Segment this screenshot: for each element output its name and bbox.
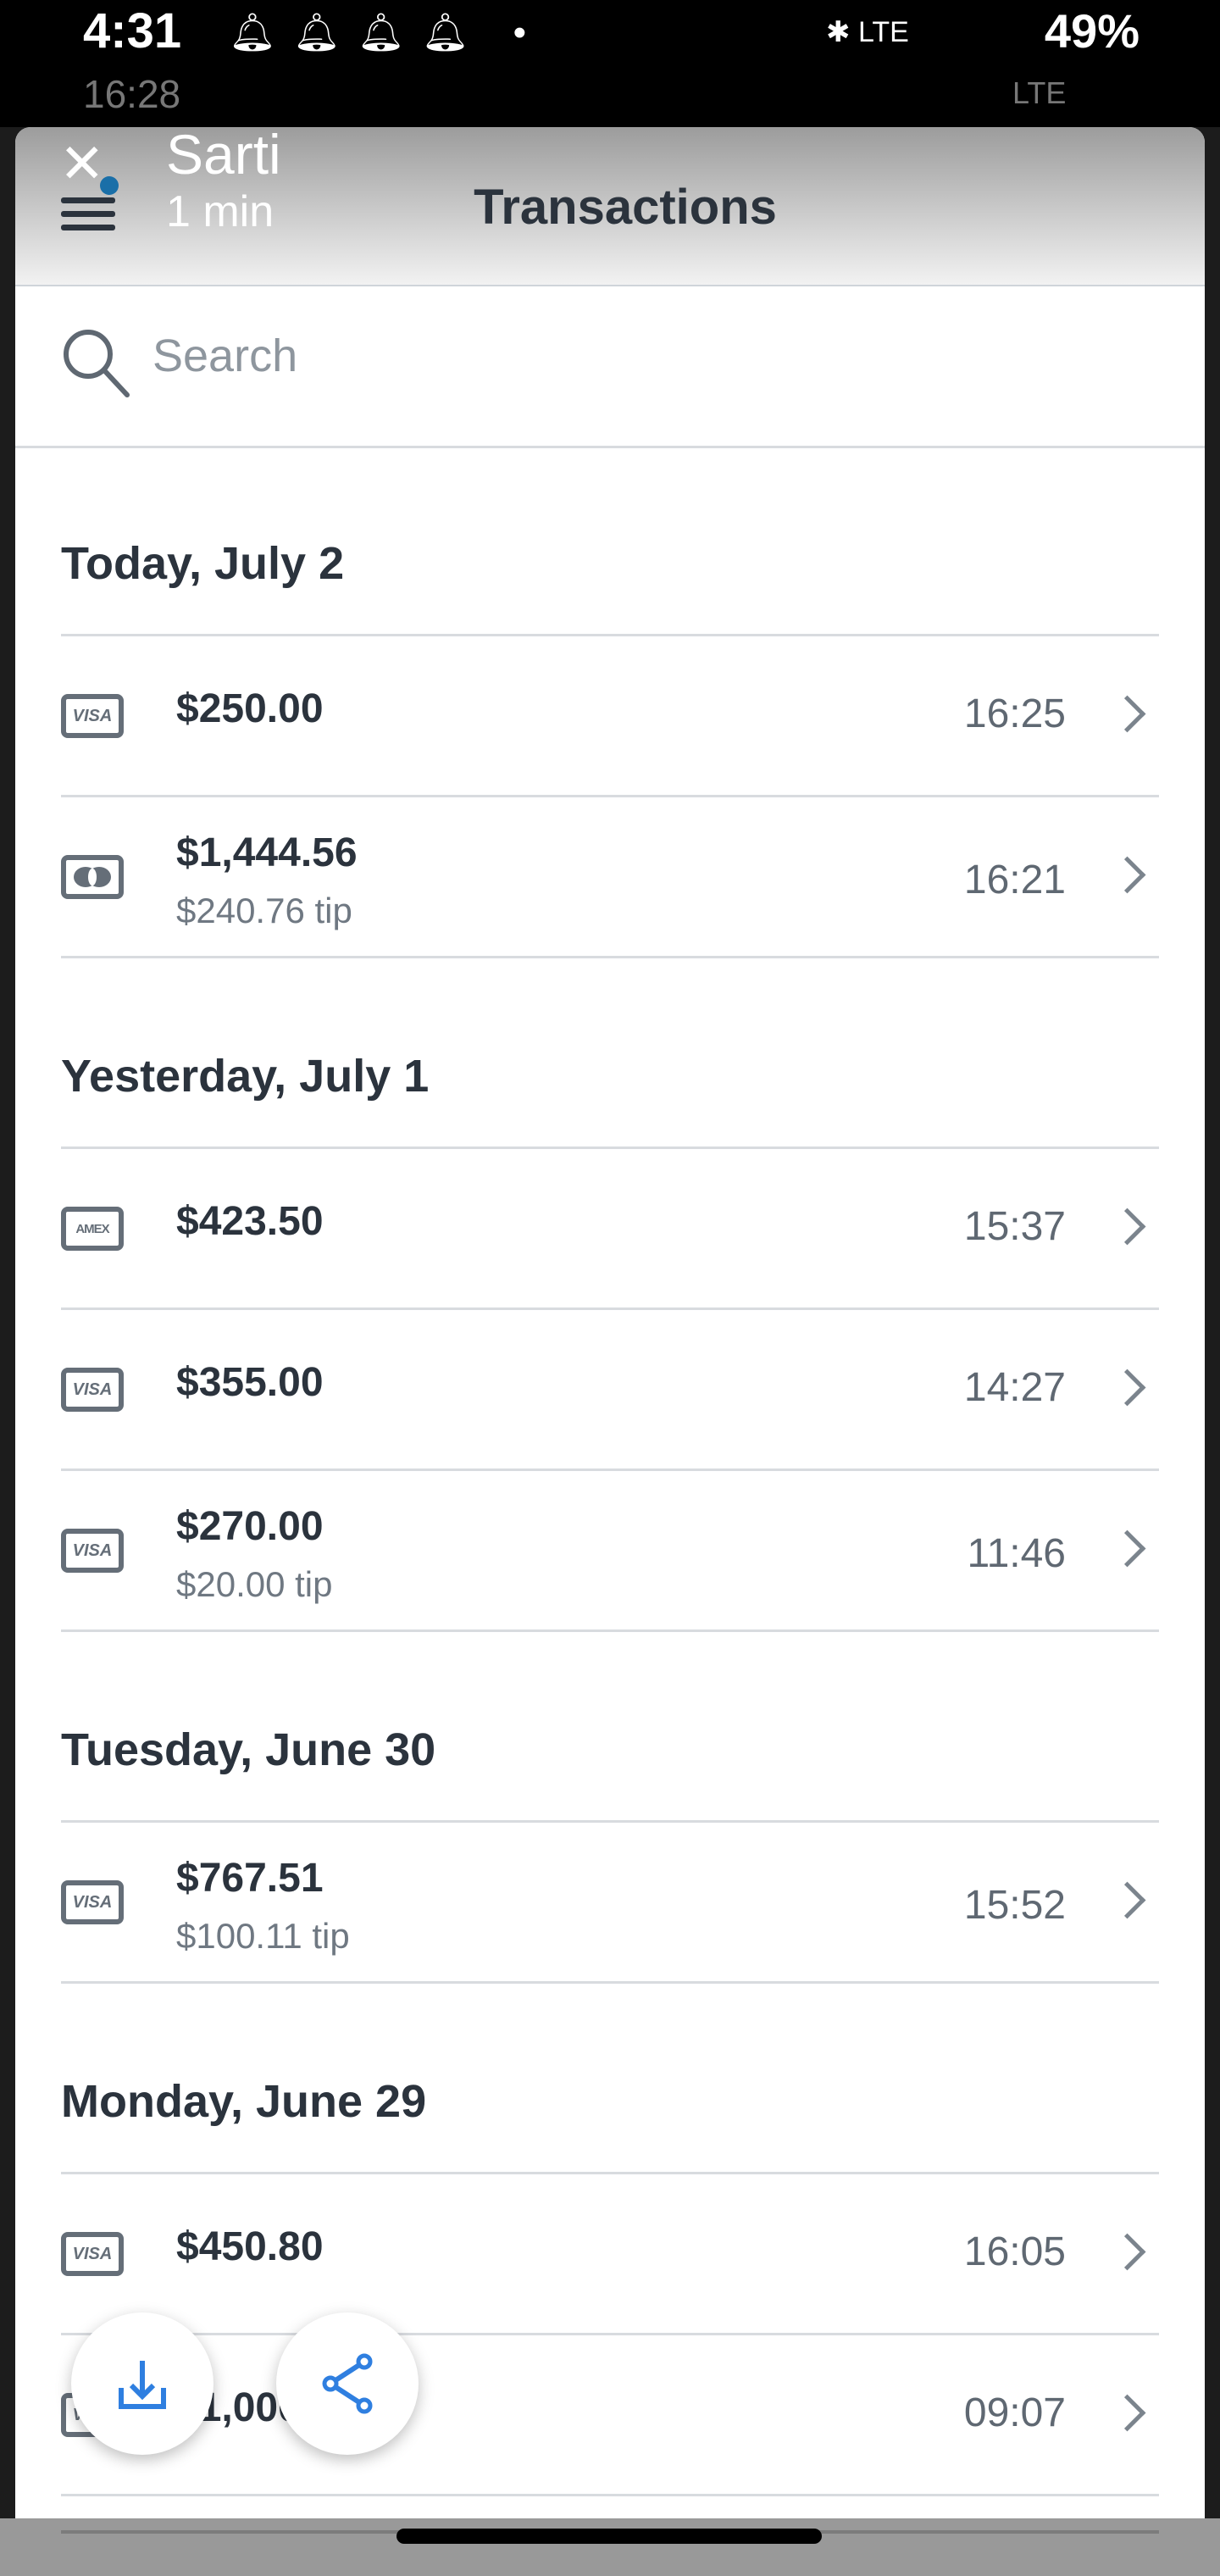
notification-dot bbox=[100, 176, 119, 195]
chat-bubble-name[interactable]: Sarti bbox=[166, 127, 281, 186]
transaction-row[interactable]: VISA $355.00 14:27 bbox=[61, 1310, 1159, 1471]
system-nav-bar bbox=[0, 2518, 1220, 2576]
visa-card-icon: VISA bbox=[61, 1880, 124, 1924]
network-label-behind: LTE bbox=[1012, 75, 1067, 110]
transaction-list: Today, July 2 VISA $250.00 16:25 $1,444.56 $2… bbox=[15, 446, 1205, 2496]
transaction-time: 09:07 bbox=[963, 2390, 1066, 2435]
battery-percent: 49% bbox=[1044, 4, 1140, 58]
transaction-time: 15:52 bbox=[963, 1883, 1066, 1928]
transaction-row[interactable]: VISA $250.00 16:25 bbox=[61, 636, 1159, 797]
transaction-tip: $100.11 tip bbox=[176, 1916, 350, 1956]
transaction-amount: $250.00 bbox=[176, 686, 324, 731]
chevron-right-icon bbox=[1108, 1881, 1146, 1919]
transaction-time: 15:37 bbox=[963, 1204, 1066, 1249]
status-time-behind: 16:28 bbox=[83, 72, 181, 116]
transaction-amount: $450.80 bbox=[176, 2224, 324, 2269]
section-date-label: Today, July 2 bbox=[61, 538, 345, 589]
status-bar: 4:31 16:28 🔔︎🔔︎🔔︎🔔︎ • ✱ LTE LTE 49% bbox=[0, 0, 1220, 127]
search-bar bbox=[15, 286, 1205, 448]
transaction-row[interactable]: VISA $767.51 $100.11 tip 15:52 bbox=[61, 1823, 1159, 1984]
chevron-right-icon bbox=[1108, 1208, 1146, 1246]
bell-icon: 🔔︎🔔︎🔔︎🔔︎ • bbox=[229, 12, 544, 53]
transaction-amount: $423.50 bbox=[176, 1199, 324, 1244]
share-button[interactable] bbox=[276, 2312, 419, 2455]
section-date-label: Tuesday, June 30 bbox=[61, 1724, 436, 1775]
chevron-right-icon bbox=[1108, 695, 1146, 733]
transaction-time: 11:46 bbox=[967, 1531, 1066, 1576]
transaction-time: 14:27 bbox=[963, 1365, 1066, 1410]
transaction-row[interactable]: $1,444.56 $240.76 tip 16:21 bbox=[61, 797, 1159, 958]
chevron-right-icon bbox=[1108, 1368, 1146, 1407]
transaction-tip: $240.76 tip bbox=[176, 891, 352, 930]
transaction-row[interactable]: VISA $450.80 16:05 bbox=[61, 2174, 1159, 2335]
download-button[interactable] bbox=[71, 2312, 214, 2455]
network-label: ✱ LTE bbox=[826, 15, 909, 49]
transaction-time: 16:21 bbox=[963, 858, 1066, 902]
chevron-right-icon bbox=[1108, 856, 1146, 894]
home-gesture-handle[interactable] bbox=[396, 2529, 822, 2544]
section-header: Tuesday, June 30 bbox=[61, 1632, 1159, 1823]
amex-card-icon: AMEX bbox=[61, 1207, 124, 1251]
visa-card-icon: VISA bbox=[61, 1529, 124, 1573]
section-date-label: Yesterday, July 1 bbox=[61, 1051, 430, 1102]
header: ✕ Sarti 1 min Transactions bbox=[15, 127, 1205, 286]
close-icon[interactable]: ✕ bbox=[59, 133, 105, 194]
section-date-label: Monday, June 29 bbox=[61, 2076, 427, 2127]
download-icon bbox=[119, 2361, 166, 2409]
transaction-amount: $767.51 bbox=[176, 1856, 324, 1901]
share-icon bbox=[322, 2353, 373, 2414]
transactions-sheet: ✕ Sarti 1 min Transactions Today, July 2… bbox=[15, 127, 1205, 2518]
transaction-amount: $355.00 bbox=[176, 1360, 324, 1405]
section-header: Monday, June 29 bbox=[61, 1984, 1159, 2174]
transaction-time: 16:25 bbox=[963, 691, 1066, 736]
menu-icon[interactable] bbox=[61, 175, 115, 230]
status-time: 4:31 bbox=[83, 3, 182, 58]
chevron-right-icon bbox=[1108, 1530, 1146, 1568]
transaction-time: 16:05 bbox=[963, 2229, 1066, 2274]
mastercard-card-icon bbox=[61, 855, 124, 899]
transaction-tip: $20.00 tip bbox=[176, 1564, 333, 1604]
search-input[interactable] bbox=[151, 329, 1086, 383]
transaction-amount: $270.00 bbox=[176, 1504, 324, 1549]
chevron-right-icon bbox=[1108, 2394, 1146, 2432]
visa-card-icon: VISA bbox=[61, 2232, 124, 2276]
chevron-right-icon bbox=[1108, 2233, 1146, 2271]
page-title: Transactions bbox=[474, 180, 777, 235]
search-icon bbox=[64, 330, 130, 397]
visa-card-icon: VISA bbox=[61, 1368, 124, 1412]
transaction-row[interactable]: VISA $270.00 $20.00 tip 11:46 bbox=[61, 1471, 1159, 1632]
section-header: Today, July 2 bbox=[61, 446, 1159, 636]
section-header: Yesterday, July 1 bbox=[61, 958, 1159, 1149]
network-type: LTE bbox=[857, 16, 909, 48]
visa-card-icon: VISA bbox=[61, 694, 124, 738]
transaction-amount: $1,444.56 bbox=[176, 830, 358, 875]
bluetooth-icon: ✱ bbox=[826, 16, 858, 48]
chat-bubble-subtitle: 1 min bbox=[166, 187, 274, 236]
transaction-row[interactable]: AMEX $423.50 15:37 bbox=[61, 1149, 1159, 1310]
